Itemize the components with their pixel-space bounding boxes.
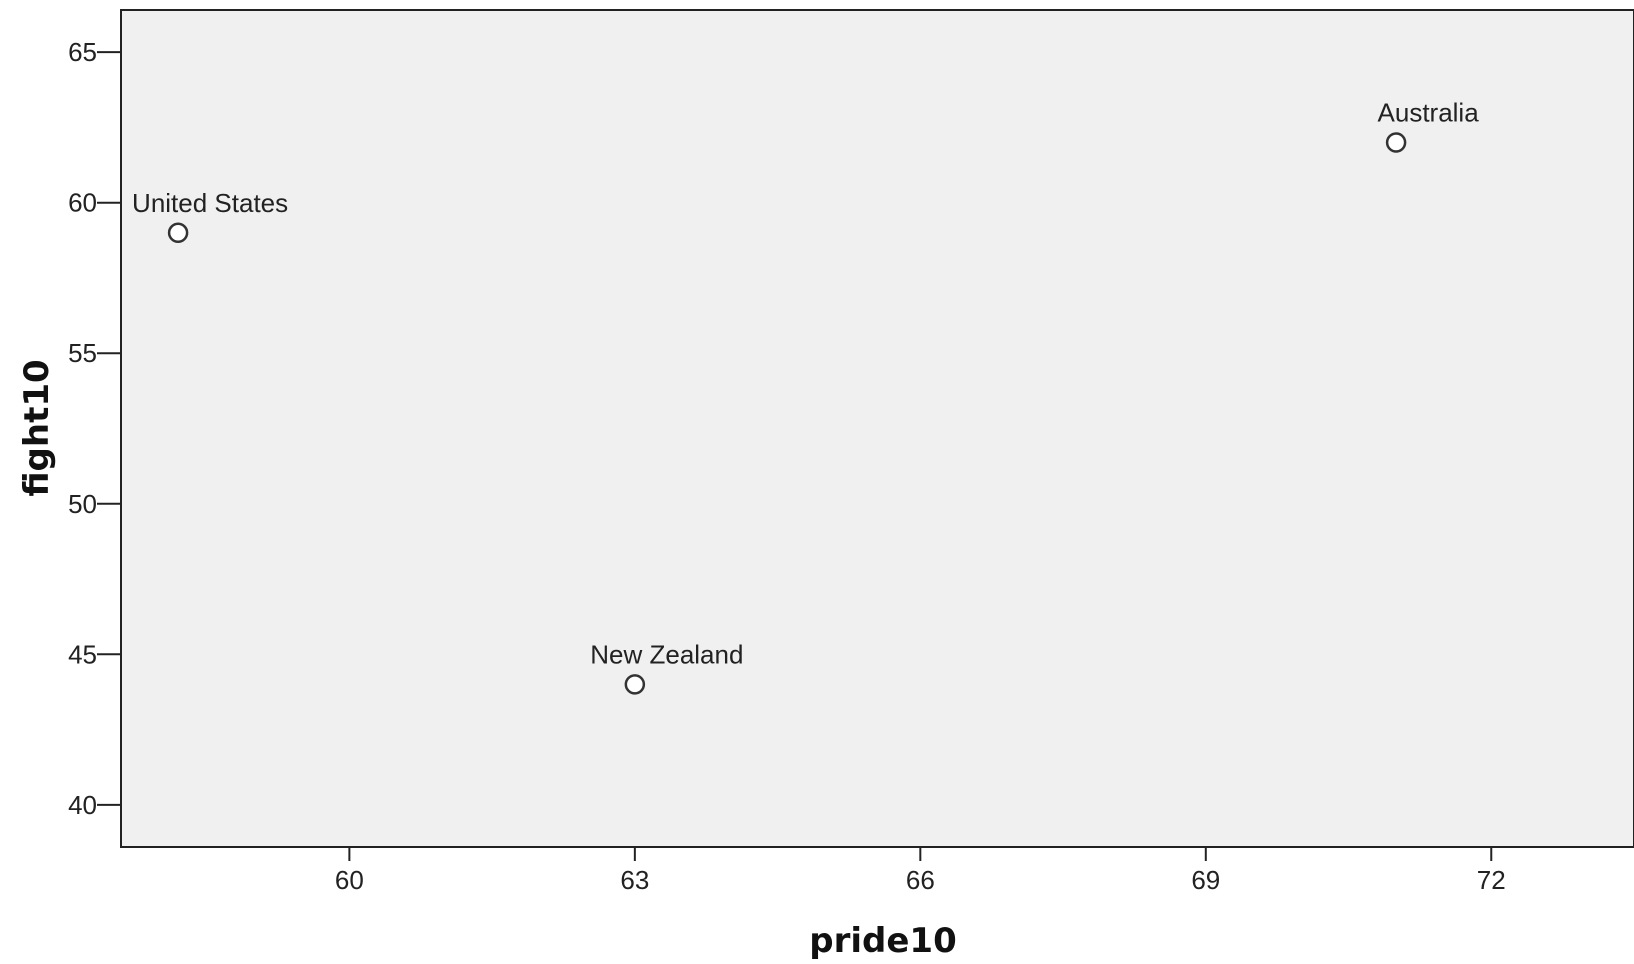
data-point <box>167 222 189 244</box>
x-tick-label: 60 <box>335 865 364 895</box>
plot-area <box>120 9 1634 848</box>
x-tick-label: 72 <box>1477 865 1506 895</box>
x-tick-label: 66 <box>906 865 935 895</box>
y-tick-label: 65 <box>68 37 97 67</box>
point-label: New Zealand <box>590 639 743 669</box>
x-axis: 60 63 66 69 72 <box>335 847 1506 895</box>
y-axis: 40 45 50 55 60 65 <box>68 37 121 820</box>
data-point <box>624 674 646 695</box>
y-tick-label: 55 <box>68 338 97 368</box>
x-tick-label: 63 <box>620 865 649 895</box>
y-tick-label: 45 <box>68 639 97 669</box>
y-tick-label: 50 <box>68 489 97 519</box>
x-axis-title: pride10 <box>809 921 956 961</box>
x-tick-label: 69 <box>1191 865 1220 895</box>
point-label: United States <box>132 188 288 218</box>
y-tick-label: 60 <box>68 188 97 218</box>
y-axis-title: fight10 <box>17 359 57 496</box>
y-tick-label: 40 <box>68 790 97 820</box>
data-point <box>1385 132 1407 153</box>
data-points: United States New Zealand Australia <box>132 97 1480 695</box>
point-label: Australia <box>1378 97 1480 127</box>
